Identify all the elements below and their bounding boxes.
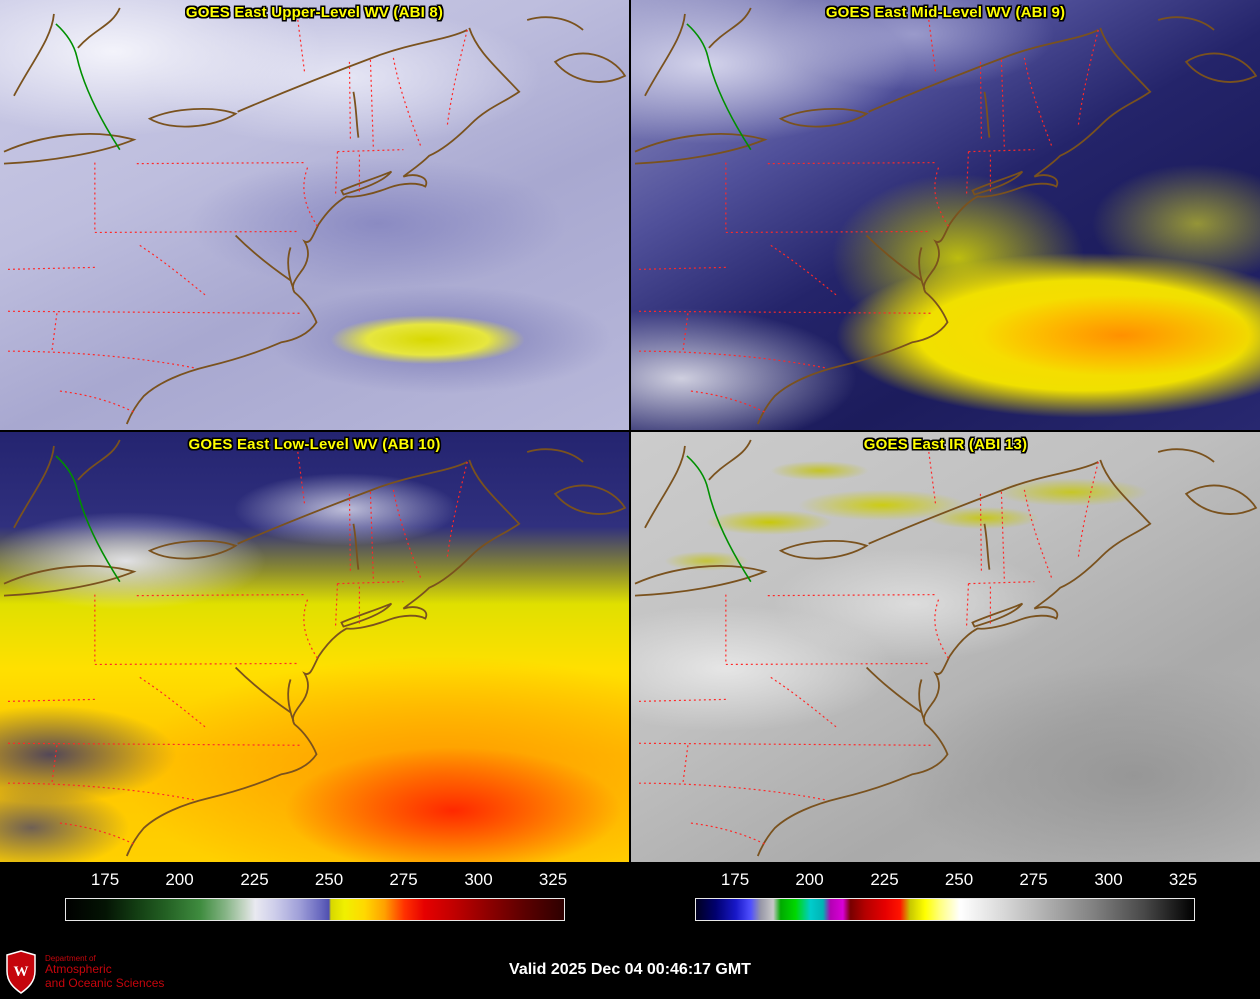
tick-label: 325 [1168, 870, 1198, 889]
tick-label: 300 [464, 870, 493, 889]
panel-grid: GOES East Upper-Level WV (ABI 8) GOES Ea… [0, 0, 1260, 862]
tick-label: 200 [795, 870, 824, 889]
tick-label: 175 [720, 870, 750, 889]
panel-title-upper-wv: GOES East Upper-Level WV (ABI 8) [185, 4, 444, 21]
valid-time: Valid 2025 Dec 04 00:46:17 GMT [509, 960, 751, 978]
colorbar-row: 175 200 225 250 275 300 325 175 200 225 … [0, 862, 1260, 940]
colorbar-wv-gradient [65, 898, 565, 921]
tick-label: 225 [240, 870, 269, 889]
panel-low-level-wv: GOES East Low-Level WV (ABI 10) [0, 432, 629, 862]
colorbar-wv: 175 200 225 250 275 300 325 [0, 862, 630, 940]
map-boundaries-overlay [3, 439, 626, 857]
map-boundaries-overlay [634, 7, 1257, 425]
tick-label: 250 [944, 870, 974, 889]
tick-label: 325 [538, 870, 568, 889]
satellite-image-abi8 [0, 0, 629, 430]
panel-mid-level-wv: GOES East Mid-Level WV (ABI 9) [631, 0, 1260, 430]
panel-title-low-wv: GOES East Low-Level WV (ABI 10) [188, 436, 441, 453]
satellite-image-abi9 [631, 0, 1260, 430]
colorbar-ir-ticks: 175 200 225 250 275 300 325 [695, 870, 1198, 896]
footer: W Department of Atmospheric and Oceanic … [0, 940, 1260, 999]
colorbar-ir-gradient [695, 898, 1195, 921]
logo-line-3: and Oceanic Sciences [45, 975, 165, 990]
tick-label: 275 [1019, 870, 1048, 889]
panel-upper-level-wv: GOES East Upper-Level WV (ABI 8) [0, 0, 629, 430]
satellite-image-abi13 [631, 432, 1260, 862]
colorbar-wv-ticks: 175 200 225 250 275 300 325 [65, 870, 568, 896]
tick-label: 225 [870, 870, 899, 889]
panel-ir: GOES East IR (ABI 13) [631, 432, 1260, 862]
logo-line-1: Department of [45, 953, 96, 963]
logo-text: Department of Atmospheric and Oceanic Sc… [45, 954, 164, 991]
tick-label: 250 [314, 870, 344, 889]
map-boundaries-overlay [3, 7, 626, 425]
panel-title-mid-wv: GOES East Mid-Level WV (ABI 9) [825, 4, 1066, 21]
colorbar-ir: 175 200 225 250 275 300 325 [630, 862, 1260, 940]
crest-letter: W [14, 964, 29, 980]
panel-title-ir: GOES East IR (ABI 13) [863, 436, 1028, 453]
uw-crest-icon: W [6, 950, 36, 994]
tick-label: 300 [1094, 870, 1123, 889]
map-boundaries-overlay [634, 439, 1257, 857]
tick-label: 175 [90, 870, 120, 889]
logo-line-2: Atmospheric [45, 961, 112, 976]
aos-logo: W Department of Atmospheric and Oceanic … [0, 947, 165, 997]
satellite-image-abi10 [0, 432, 629, 862]
tick-label: 275 [389, 870, 418, 889]
tick-label: 200 [165, 870, 194, 889]
